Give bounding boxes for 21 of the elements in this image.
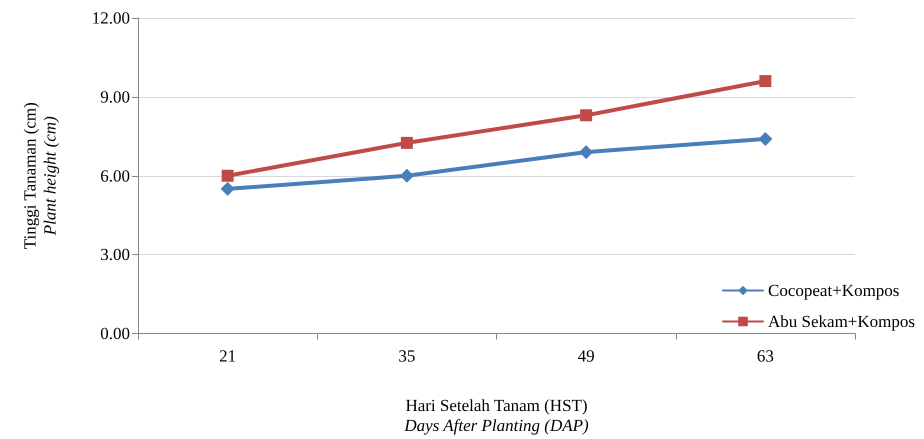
legend-label: Abu Sekam+Kompos (768, 312, 915, 331)
x-axis-title: Hari Setelah Tanam (HST) Days After Planting (DAP) (403, 396, 589, 435)
legend-label: Cocopeat+Kompos (768, 281, 900, 300)
y-tick-label: 0.00 (100, 324, 130, 343)
point (220, 182, 235, 196)
y-tick-label: 9.00 (100, 87, 130, 106)
x-tick-label: 21 (219, 346, 236, 366)
point (758, 132, 772, 146)
y-axis-title: Tinggi Tanaman (cm) Plant height (cm) (20, 102, 60, 250)
point (580, 109, 592, 122)
x-tick-label: 35 (398, 346, 416, 366)
point (579, 145, 594, 160)
point (400, 168, 414, 183)
point (222, 170, 234, 182)
y-tick-label: 6.00 (100, 166, 130, 186)
x-tick-label: 49 (578, 346, 595, 366)
y-tick-label: 3.00 (100, 245, 130, 264)
point (759, 75, 772, 88)
point (400, 136, 413, 149)
y-tick-label: 12.00 (92, 8, 130, 28)
x-tick-label: 63 (756, 346, 774, 366)
